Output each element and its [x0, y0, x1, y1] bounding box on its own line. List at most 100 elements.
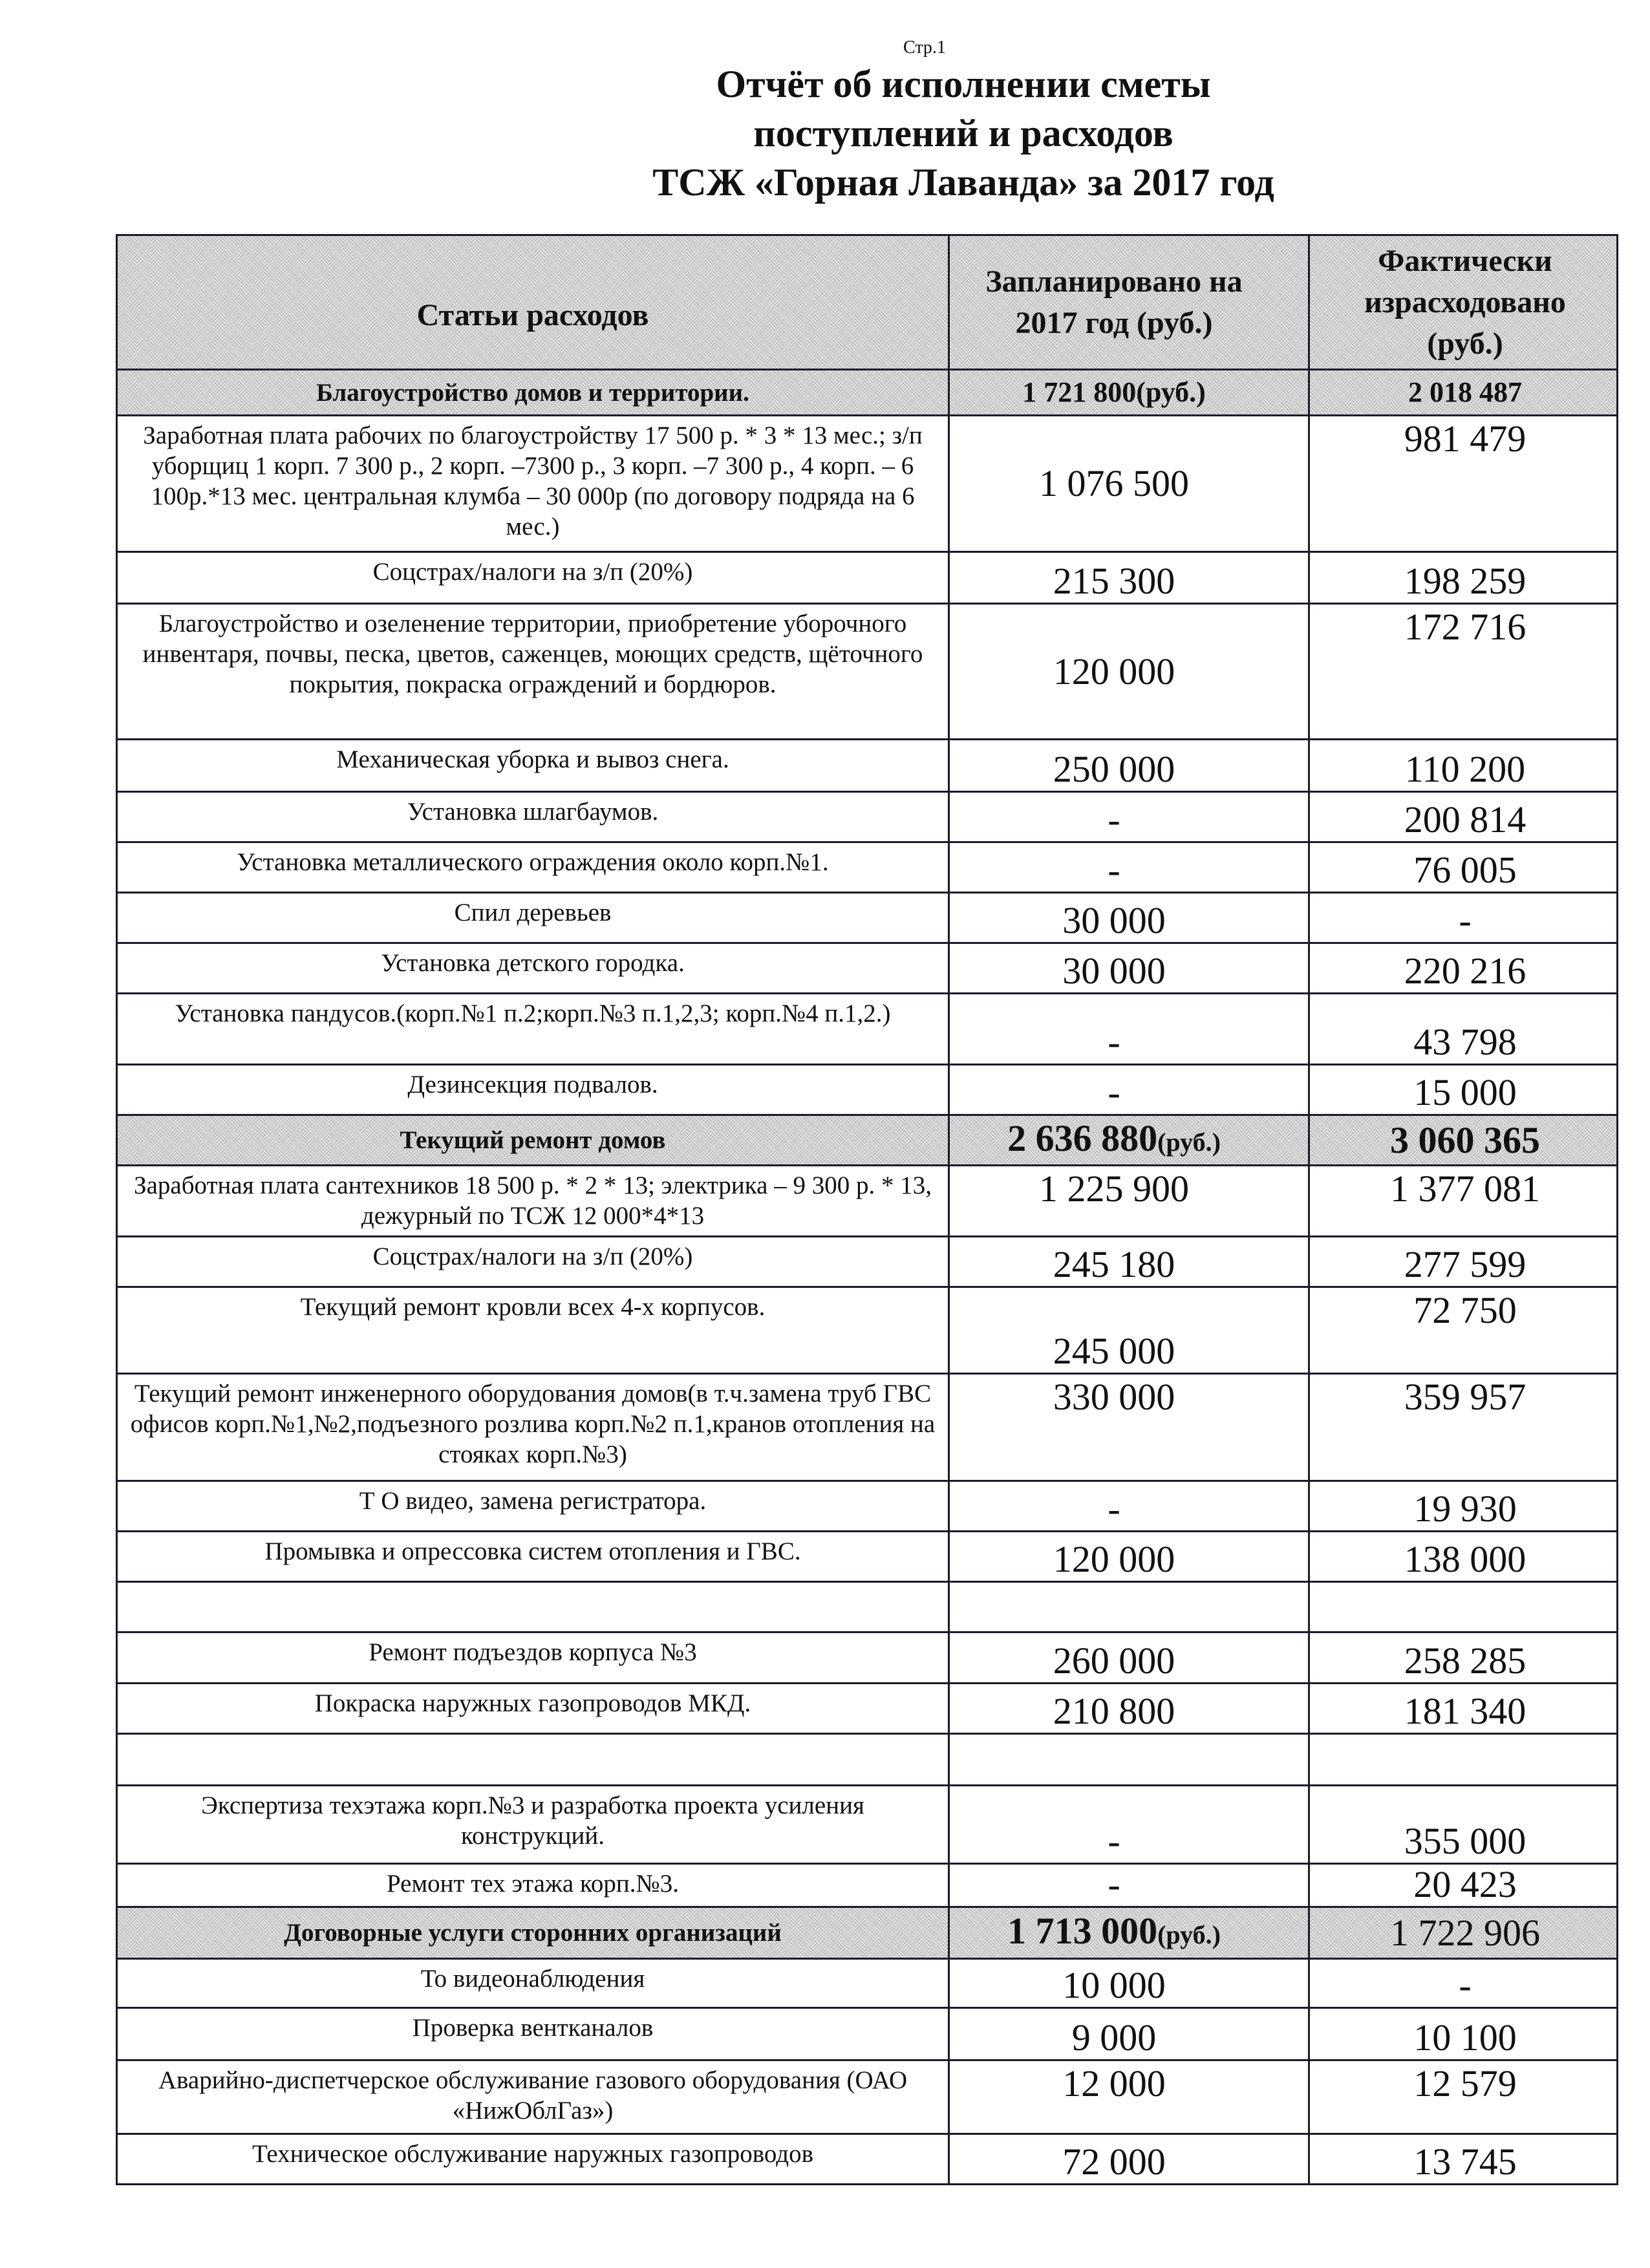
table-row: Соцстрах/налоги на з/п (20%) 215 300 198 2…	[116, 551, 1618, 604]
planned-amount: 30 000	[948, 942, 1310, 994]
table-row: Спил деревьев 30 000-	[116, 892, 1618, 944]
expense-item: Соцстрах/налоги на з/п (20%)	[116, 1236, 950, 1288]
section-title: Договорные услуги сторонних организаций	[116, 1906, 950, 1960]
table-row: Благоустройство и озеленение территории,…	[116, 603, 1618, 740]
expense-item: Аварийно-диспетчерское обслуживание газо…	[116, 2059, 950, 2135]
planned-amount: 250 000	[948, 738, 1310, 793]
actual-amount: 355 000	[1308, 1784, 1618, 1865]
actual-amount: 12 579	[1308, 2059, 1618, 2135]
actual-amount: 258 285	[1308, 1631, 1618, 1684]
table-row: Экспертиза техэтажа корп.№3 и разработка…	[116, 1784, 1618, 1865]
section-planned-total: 2 636 880(руб.)	[948, 1114, 1310, 1166]
expense-item: Техническое обслуживание наружных газопр…	[116, 2133, 950, 2185]
planned-amount: 120 000	[948, 1530, 1310, 1583]
table-row: Т О видео, замена регистратора. -19 930	[116, 1480, 1618, 1532]
planned-amount: 1 225 900	[948, 1164, 1310, 1237]
section-planned-total: 1 721 800(руб.)	[948, 369, 1310, 416]
actual-amount: 359 957	[1308, 1373, 1618, 1482]
title-line-1: Отчёт об исполнении сметы	[716, 63, 1211, 105]
expense-item: Т О видео, замена регистратора.	[116, 1480, 950, 1532]
section-title: Текущий ремонт домов	[116, 1114, 950, 1166]
table-row: Проверка вентканалов 9 000 10 100	[116, 2007, 1618, 2061]
actual-amount: 200 814	[1308, 791, 1618, 843]
planned-amount: 215 300	[948, 551, 1310, 604]
table-row: Ремонт подъездов корпуса №3 260 000 258 28…	[116, 1631, 1618, 1684]
expense-item: То видеонаблюдения	[116, 1958, 950, 2009]
actual-amount: 110 200	[1308, 738, 1618, 793]
planned-value: 2 636 880	[1007, 1117, 1158, 1159]
planned-amount: -	[948, 791, 1310, 843]
planned-amount: 120 000	[948, 603, 1310, 740]
actual-amount: 20 423	[1308, 1863, 1618, 1908]
planned-amount: 330 000	[948, 1373, 1310, 1482]
actual-amount: 220 216	[1308, 942, 1618, 994]
planned-amount: 245 000	[948, 1286, 1310, 1375]
section-planned-total: 1 713 000(руб.)	[948, 1906, 1310, 1960]
expense-item: Механическая уборка и вывоз снега.	[116, 738, 950, 793]
actual-amount: 198 259	[1308, 551, 1618, 604]
actual-amount: 43 798	[1308, 992, 1618, 1065]
planned-amount: 72 000	[948, 2133, 1310, 2185]
header-planned: Запланировано на 2017 год (руб.)	[948, 234, 1310, 370]
table-header-row: Статьи расходов Запланировано на 2017 го…	[116, 234, 1618, 370]
table-row: Промывка и опрессовка систем отопления и…	[116, 1530, 1618, 1583]
table-row: Аварийно-диспетчерское обслуживание газо…	[116, 2059, 1618, 2135]
actual-amount: -	[1308, 1958, 1618, 2009]
section-row: Благоустройство домов и территории. 1 721…	[116, 369, 1618, 416]
actual-amount: 13 745	[1308, 2133, 1618, 2185]
page-number: Стр.1	[903, 37, 946, 58]
expense-item: Заработная плата сантехников 18 500 р. *…	[116, 1164, 950, 1237]
actual-amount: 181 340	[1308, 1682, 1618, 1735]
table-row: Механическая уборка и вывоз снега. 250 00…	[116, 738, 1618, 793]
header-actual: Фактически израсходовано (руб.)	[1308, 234, 1618, 370]
expense-item: Заработная плата рабочих по благоустройс…	[116, 414, 950, 553]
actual-amount: 10 100	[1308, 2007, 1618, 2061]
expense-item: Установка пандусов.(корп.№1 п.2;корп.№3 …	[116, 992, 950, 1065]
table-row: Текущий ремонт кровли всех 4-х корпусов.…	[116, 1286, 1618, 1375]
actual-amount	[1308, 1733, 1618, 1786]
table-row: Установка детского городка. 30 000 220 216	[116, 942, 1618, 994]
table-row: Установка металлического ограждения окол…	[116, 841, 1618, 893]
table-row: Заработная плата рабочих по благоустройс…	[116, 414, 1618, 553]
planned-amount: -	[948, 1784, 1310, 1865]
section-actual-total: 1 722 906	[1308, 1906, 1618, 1960]
table-row	[116, 1581, 1618, 1633]
actual-amount: 138 000	[1308, 1530, 1618, 1583]
planned-unit: (руб.)	[1157, 1127, 1221, 1157]
section-row: Договорные услуги сторонних организаций 1…	[116, 1906, 1618, 1960]
expense-item: Установка металлического ограждения окол…	[116, 841, 950, 893]
actual-amount: 172 716	[1308, 603, 1618, 740]
actual-amount	[1308, 1581, 1618, 1633]
expense-item: Проверка вентканалов	[116, 2007, 950, 2061]
planned-amount: -	[948, 1480, 1310, 1532]
actual-amount: -	[1308, 892, 1618, 944]
budget-table: Статьи расходов Запланировано на 2017 го…	[116, 234, 1618, 2185]
table-row: То видеонаблюдения 10 000-	[116, 1958, 1618, 2009]
expense-item: Текущий ремонт инженерного оборудования …	[116, 1373, 950, 1482]
actual-amount: 1 377 081	[1308, 1164, 1618, 1237]
planned-amount	[948, 1581, 1310, 1633]
table-row: Соцстрах/налоги на з/п (20%) 245 180 277 5…	[116, 1236, 1618, 1288]
table-row	[116, 1733, 1618, 1786]
planned-amount: 260 000	[948, 1631, 1310, 1684]
document-title: Отчёт об исполнении сметы поступлений и …	[116, 59, 1616, 207]
expense-item: Установка шлагбаумов.	[116, 791, 950, 843]
table-row: Покраска наружных газопроводов МКД. 210 8…	[116, 1682, 1618, 1735]
expense-item: Ремонт подъездов корпуса №3	[116, 1631, 950, 1684]
planned-amount: 245 180	[948, 1236, 1310, 1288]
section-row: Текущий ремонт домов 2 636 880(руб.) 3 060…	[116, 1114, 1618, 1166]
header-expense-items: Статьи расходов	[116, 234, 950, 370]
section-actual-total: 3 060 365	[1308, 1114, 1618, 1166]
planned-unit: (руб.)	[1136, 376, 1206, 408]
table-row: Заработная плата сантехников 18 500 р. *…	[116, 1164, 1618, 1237]
title-line-3: ТСЖ «Горная Лаванда» за 2017 год	[652, 161, 1274, 204]
expense-item: Спил деревьев	[116, 892, 950, 944]
table-row: Текущий ремонт инженерного оборудования …	[116, 1373, 1618, 1482]
table-row: Установка шлагбаумов. -200 814	[116, 791, 1618, 843]
actual-amount: 76 005	[1308, 841, 1618, 893]
planned-value: 1 713 000	[1007, 1909, 1158, 1952]
planned-amount: -	[948, 841, 1310, 893]
expense-item: Текущий ремонт кровли всех 4-х корпусов.	[116, 1286, 950, 1375]
actual-amount: 19 930	[1308, 1480, 1618, 1532]
actual-amount: 981 479	[1308, 414, 1618, 553]
